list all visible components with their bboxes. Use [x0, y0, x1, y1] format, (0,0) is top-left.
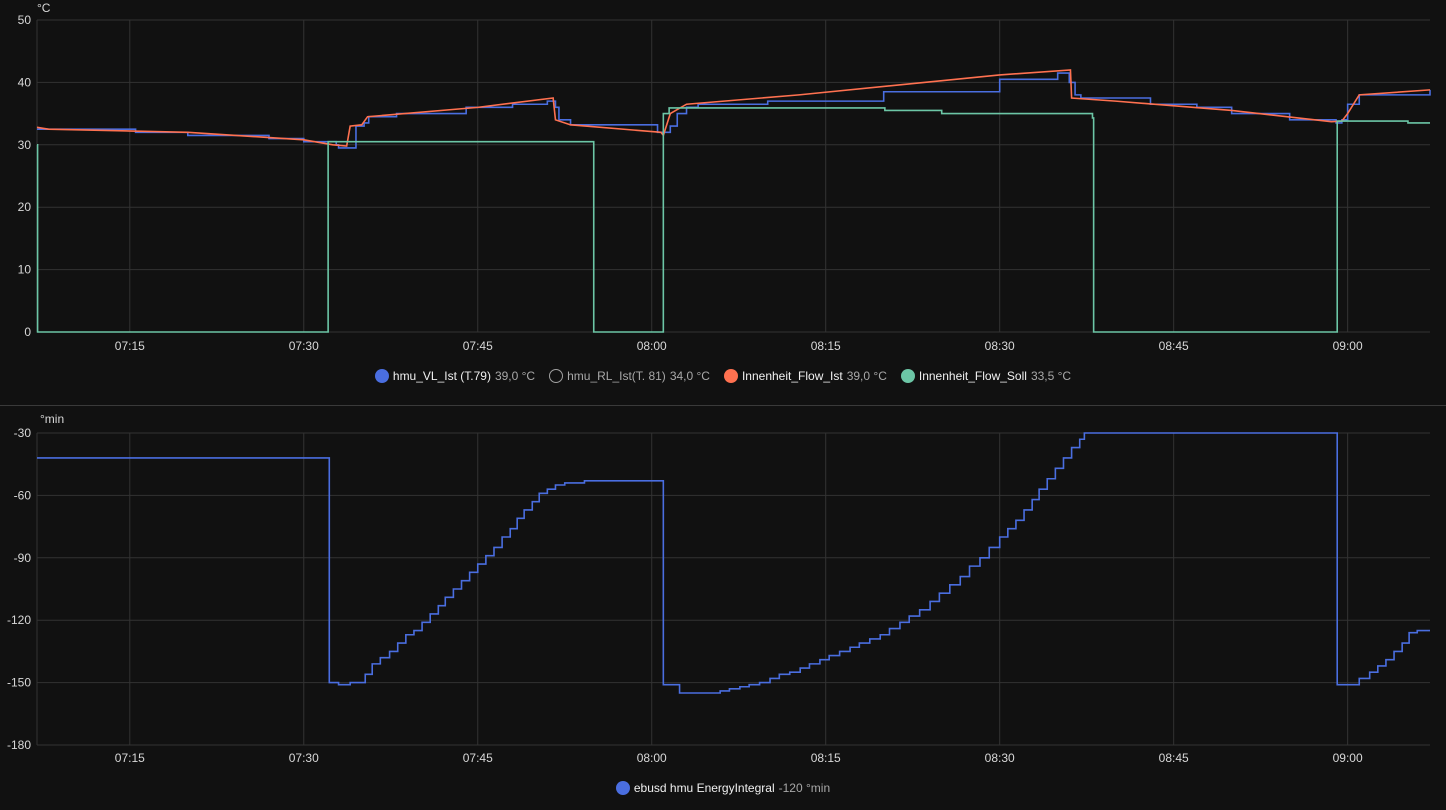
legend-item[interactable]: Innenheit_Flow_Soll 33,5 °C [900, 369, 1072, 383]
legend-dot-icon [723, 369, 738, 383]
series-line-innenheit-flow-ist [36, 69, 1431, 147]
x-tick-label: 08:15 [811, 339, 841, 353]
legend-series-name: hmu_RL_Ist(T. 81) [567, 369, 666, 383]
y-tick-label: 50 [18, 13, 32, 27]
legend-dot-icon [900, 369, 915, 383]
x-tick-label: 07:45 [463, 339, 493, 353]
x-tick-label: 08:00 [637, 751, 667, 765]
y-tick-label: -90 [14, 551, 32, 565]
y-axis-unit: °C [37, 1, 51, 15]
legend-series-name: hmu_VL_Ist (T.79) [392, 369, 491, 383]
y-tick-label: 10 [18, 263, 32, 277]
series-line-hmu-vl-ist-t-79- [37, 72, 1431, 149]
legend-item[interactable]: ebusd hmu EnergyIntegral -120 °min [615, 781, 831, 795]
x-tick-label: 08:30 [985, 751, 1015, 765]
y-tick-label: -180 [7, 738, 31, 752]
legend-item[interactable]: hmu_VL_Ist (T.79) 39,0 °C [374, 369, 536, 383]
legend-series-name: Innenheit_Flow_Soll [918, 369, 1027, 383]
x-tick-label: 07:30 [289, 339, 319, 353]
legend-series-value: 33,5 °C [1030, 369, 1072, 383]
series-line-innenheit-flow-soll [36, 107, 1430, 333]
legend-dot-icon [549, 369, 564, 383]
temperature-chart-legend: hmu_VL_Ist (T.79) 39,0 °C hmu_RL_Ist(T. 81… [0, 369, 1446, 383]
x-tick-label: 09:00 [1333, 339, 1363, 353]
energy-chart-legend: ebusd hmu EnergyIntegral -120 °min [0, 781, 1446, 795]
x-tick-label: 08:45 [1159, 339, 1189, 353]
y-axis-unit: °min [40, 412, 64, 426]
x-tick-label: 07:30 [289, 751, 319, 765]
legend-series-value: 34,0 °C [669, 369, 710, 383]
x-tick-label: 07:45 [463, 751, 493, 765]
y-tick-label: -60 [14, 488, 32, 502]
x-tick-label: 07:15 [115, 339, 145, 353]
x-tick-label: 08:00 [637, 339, 667, 353]
x-tick-label: 09:00 [1333, 751, 1363, 765]
y-tick-label: 40 [18, 75, 32, 89]
legend-item[interactable]: hmu_RL_Ist(T. 81) 34,0 °C [549, 369, 710, 383]
y-tick-label: -150 [7, 676, 31, 690]
y-tick-label: 0 [24, 325, 31, 339]
legend-dot-icon [374, 369, 389, 383]
legend-series-value: -120 °min [778, 781, 831, 795]
legend-dot-icon [615, 781, 630, 795]
y-tick-label: -120 [7, 613, 31, 627]
legend-series-name: Innenheit_Flow_Ist [741, 369, 843, 383]
y-tick-label: 20 [18, 200, 32, 214]
x-tick-label: 08:15 [811, 751, 841, 765]
temperature-chart: °C 0 10 20 30 40 50 07:15 07:30 07:45 08:00 08:15 08… [18, 1, 1431, 353]
legend-series-name: ebusd hmu EnergyIntegral [633, 781, 775, 795]
legend-series-value: 39,0 °C [494, 369, 536, 383]
series-line-ebusd-hmu-energyintegral [37, 432, 1430, 694]
chart-divider [0, 405, 1446, 406]
y-tick-label: 30 [18, 138, 32, 152]
y-tick-label: -30 [14, 426, 32, 440]
x-tick-label: 08:30 [985, 339, 1015, 353]
x-tick-label: 07:15 [115, 751, 145, 765]
legend-series-value: 39,0 °C [846, 369, 887, 383]
x-tick-label: 08:45 [1159, 751, 1189, 765]
legend-item[interactable]: Innenheit_Flow_Ist 39,0 °C [723, 369, 887, 383]
